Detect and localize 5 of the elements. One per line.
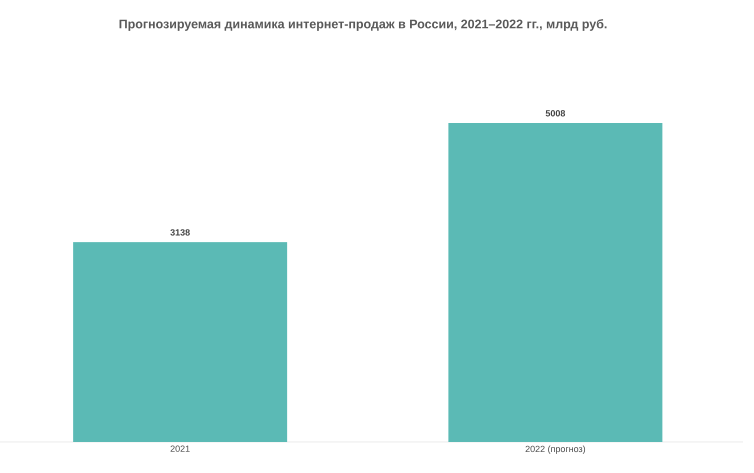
data-label: 3138 [170, 229, 190, 236]
data-label: 5008 [546, 110, 566, 116]
chart-title: Прогнозируемая динамика интернет-продаж в России, 2021–2022 гг., млрд руб. [120, 19, 607, 31]
x-tick-label: 2022 (прогноз) [526, 446, 586, 454]
x-tick-label: 2021 [170, 446, 190, 452]
